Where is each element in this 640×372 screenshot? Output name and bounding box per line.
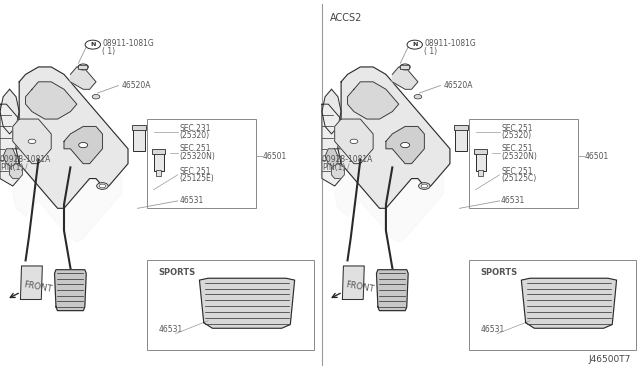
Bar <box>132 125 146 130</box>
Bar <box>156 170 161 176</box>
Bar <box>401 65 408 69</box>
Bar <box>454 125 468 130</box>
Circle shape <box>92 94 100 99</box>
Polygon shape <box>335 119 373 164</box>
Text: 00923-1081A: 00923-1081A <box>0 155 51 164</box>
Polygon shape <box>20 266 42 299</box>
Text: 08911-1081G: 08911-1081G <box>424 39 476 48</box>
Text: SPORTS: SPORTS <box>159 268 196 277</box>
Polygon shape <box>6 86 122 242</box>
Text: ( 1): ( 1) <box>102 47 116 56</box>
Text: N: N <box>90 42 95 47</box>
Bar <box>152 149 165 154</box>
Text: 46531: 46531 <box>481 325 505 334</box>
Text: (25320N): (25320N) <box>501 152 537 161</box>
Text: 46531: 46531 <box>159 325 183 334</box>
Text: SEC.251: SEC.251 <box>501 144 532 153</box>
Text: 46501: 46501 <box>584 152 609 161</box>
Text: (25125E): (25125E) <box>179 174 214 183</box>
Text: (25320): (25320) <box>179 131 209 140</box>
Text: 00923-1081A: 00923-1081A <box>322 155 373 164</box>
Circle shape <box>419 183 430 189</box>
Text: SPORTS: SPORTS <box>481 268 518 277</box>
Text: 08911-1081G: 08911-1081G <box>102 39 154 48</box>
Bar <box>79 65 87 69</box>
Circle shape <box>28 139 36 144</box>
Bar <box>478 170 483 176</box>
Text: 46520A: 46520A <box>444 81 473 90</box>
Text: PIN(1): PIN(1) <box>0 163 24 172</box>
Circle shape <box>78 64 88 70</box>
Circle shape <box>414 94 422 99</box>
Bar <box>476 153 486 171</box>
Text: 46520A: 46520A <box>122 81 151 90</box>
Bar <box>147 119 256 208</box>
Circle shape <box>407 40 422 49</box>
Polygon shape <box>0 104 19 186</box>
Circle shape <box>97 183 108 189</box>
Polygon shape <box>522 278 616 328</box>
Text: (25125C): (25125C) <box>501 174 536 183</box>
Text: SEC.251: SEC.251 <box>179 144 211 153</box>
Polygon shape <box>322 104 341 186</box>
Circle shape <box>99 184 106 188</box>
Text: SEC.251: SEC.251 <box>501 167 532 176</box>
Text: 46531: 46531 <box>501 196 525 205</box>
Bar <box>147 260 314 350</box>
Polygon shape <box>328 86 444 242</box>
Polygon shape <box>332 164 344 179</box>
Bar <box>455 128 467 151</box>
Circle shape <box>400 64 410 70</box>
Circle shape <box>79 142 88 148</box>
Text: 46531: 46531 <box>179 196 204 205</box>
Text: SEC.251: SEC.251 <box>179 167 211 176</box>
Polygon shape <box>70 67 96 89</box>
Text: FRONT: FRONT <box>22 280 52 294</box>
Text: FRONT: FRONT <box>344 280 374 294</box>
Circle shape <box>421 184 428 188</box>
Bar <box>133 128 145 151</box>
Text: (25320): (25320) <box>501 131 531 140</box>
Bar <box>474 149 487 154</box>
Bar <box>469 260 636 350</box>
Text: SEC.231: SEC.231 <box>179 124 211 133</box>
Text: (25320N): (25320N) <box>179 152 215 161</box>
Polygon shape <box>322 89 341 134</box>
Circle shape <box>401 142 410 148</box>
Text: ( 1): ( 1) <box>424 47 438 56</box>
Polygon shape <box>26 82 77 119</box>
Polygon shape <box>338 67 450 208</box>
Text: J46500T7: J46500T7 <box>588 355 630 364</box>
Polygon shape <box>392 67 418 89</box>
Polygon shape <box>54 270 86 311</box>
Bar <box>154 153 164 171</box>
Text: 46501: 46501 <box>262 152 287 161</box>
Polygon shape <box>64 126 102 164</box>
Polygon shape <box>342 266 364 299</box>
Circle shape <box>85 40 100 49</box>
Polygon shape <box>16 67 128 208</box>
Text: SEC.251: SEC.251 <box>501 124 532 133</box>
Polygon shape <box>3 149 16 167</box>
Polygon shape <box>376 270 408 311</box>
Polygon shape <box>10 164 22 179</box>
Text: N: N <box>412 42 417 47</box>
Text: PIN(1): PIN(1) <box>322 163 346 172</box>
Polygon shape <box>13 119 51 164</box>
Polygon shape <box>386 126 424 164</box>
Text: ACCS2: ACCS2 <box>330 13 362 23</box>
Polygon shape <box>348 82 399 119</box>
Bar <box>469 119 578 208</box>
Polygon shape <box>200 278 294 328</box>
Polygon shape <box>0 89 19 134</box>
Polygon shape <box>325 149 338 167</box>
Circle shape <box>350 139 358 144</box>
